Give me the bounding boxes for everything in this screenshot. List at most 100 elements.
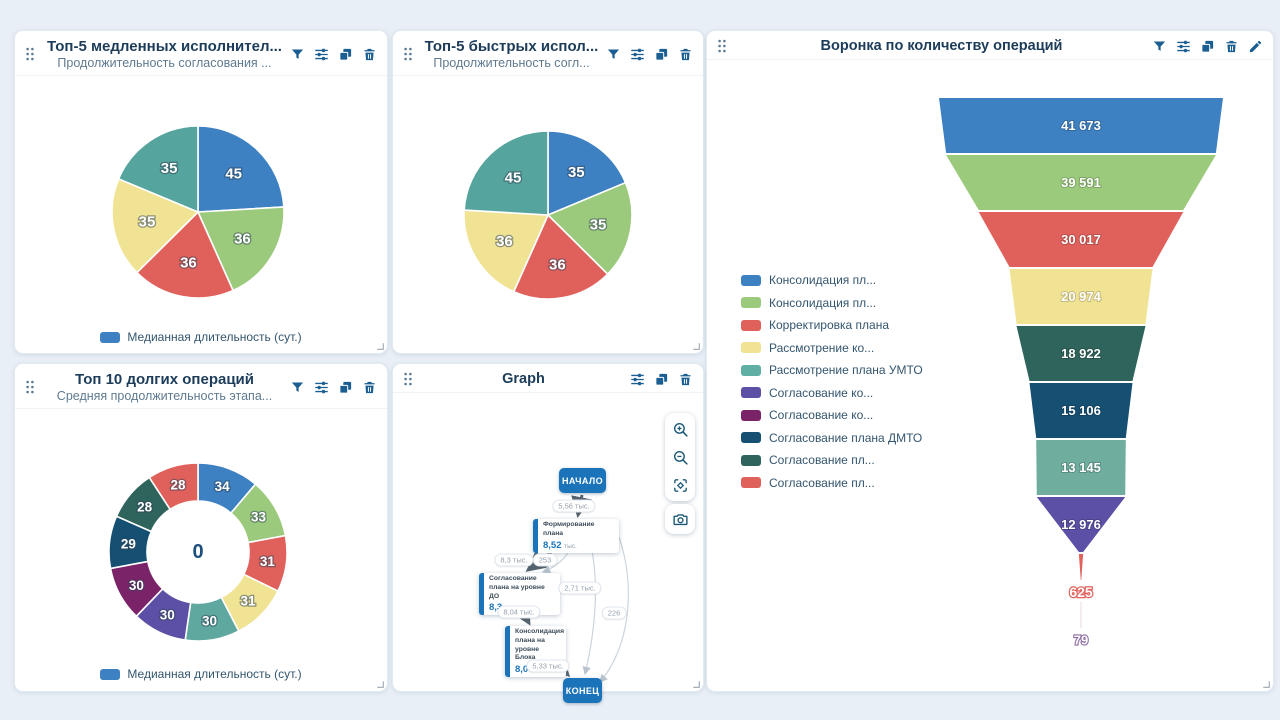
- widget-title: Воронка по количеству операций: [820, 38, 1063, 54]
- chart-value-label: 30 017: [1061, 232, 1101, 247]
- graph-canvas[interactable]: НАЧАЛО КОНЕЦ Формирование плана 8,52 тыс.…: [393, 402, 701, 703]
- legend-item[interactable]: Согласование ко...: [741, 386, 923, 400]
- funnel-segment[interactable]: [946, 155, 1216, 210]
- legend-item[interactable]: Рассмотрение плана УМТО: [741, 363, 923, 377]
- pie-slice[interactable]: [148, 462, 199, 511]
- funnel-segment[interactable]: [1036, 497, 1126, 552]
- chart-legend[interactable]: Медианная длительность (сут.): [15, 330, 387, 344]
- settings-sliders-icon[interactable]: [314, 380, 329, 395]
- funnel-segment[interactable]: [1029, 383, 1133, 438]
- legend-item[interactable]: Рассмотрение ко...: [741, 341, 923, 355]
- funnel-segment[interactable]: [1078, 554, 1084, 580]
- filter-icon[interactable]: [606, 47, 621, 62]
- edge-label-pill: 8,3 тыс.: [494, 553, 534, 567]
- legend-swatch: [741, 387, 761, 398]
- resize-handle-icon[interactable]: [691, 341, 700, 350]
- settings-sliders-icon[interactable]: [630, 372, 645, 387]
- graph-start-node[interactable]: НАЧАЛО: [559, 468, 606, 493]
- pie-slice[interactable]: [197, 125, 285, 213]
- duplicate-icon[interactable]: [1200, 39, 1215, 54]
- drag-handle-icon[interactable]: [717, 39, 727, 53]
- delete-icon[interactable]: [362, 380, 377, 395]
- fit-view-button[interactable]: [667, 471, 693, 499]
- duplicate-icon[interactable]: [338, 380, 353, 395]
- pie-slice[interactable]: [111, 177, 200, 274]
- duplicate-icon[interactable]: [654, 372, 669, 387]
- resize-handle-icon[interactable]: [1261, 679, 1270, 688]
- pie-slice[interactable]: [546, 181, 633, 276]
- widget-toolbar: [630, 372, 693, 387]
- settings-sliders-icon[interactable]: [314, 47, 329, 62]
- chart-legend[interactable]: Медианная длительность (сут.): [15, 667, 387, 681]
- widget-title: Топ 10 долгих операций: [74, 371, 254, 388]
- delete-icon[interactable]: [678, 47, 693, 62]
- pie-slice[interactable]: [196, 206, 285, 292]
- screenshot-camera-button[interactable]: [665, 504, 695, 534]
- filter-icon[interactable]: [290, 47, 305, 62]
- node-accent-bar: [505, 626, 510, 678]
- legend-item[interactable]: Корректировка плана: [741, 318, 923, 332]
- chart-value-label: 36: [496, 233, 513, 250]
- chart-value-label: 30: [160, 607, 175, 622]
- legend-item[interactable]: Консолидация пл...: [741, 273, 923, 287]
- pie-slice[interactable]: [463, 209, 550, 293]
- pie-chart-slow: 45 36 36 35 35: [111, 125, 285, 299]
- chart-value-label: 36: [234, 231, 251, 248]
- legend-item[interactable]: Согласование пл...: [741, 453, 923, 467]
- filter-icon[interactable]: [1152, 39, 1167, 54]
- zoom-out-button[interactable]: [667, 443, 693, 471]
- chart-value-label: 45: [505, 169, 522, 186]
- settings-sliders-icon[interactable]: [1176, 39, 1191, 54]
- legend-swatch: [741, 297, 761, 308]
- funnel-legend: Консолидация пл... Консолидация пл... Корр…: [741, 273, 923, 490]
- edge-label-pill: 5,33 тыс.: [526, 659, 570, 673]
- legend-swatch: [741, 274, 761, 286]
- widget-title: Graph: [502, 371, 545, 387]
- funnel-segment[interactable]: [939, 98, 1223, 153]
- legend-label: Консолидация пл...: [769, 295, 877, 310]
- legend-label: Консолидация пл...: [769, 273, 877, 287]
- legend-item[interactable]: Согласование пл...: [741, 476, 923, 490]
- donut-chart-long-operations: 34 33 31 31 30 30 30 29 28 28 0: [108, 462, 288, 642]
- funnel-segment[interactable]: [978, 212, 1184, 267]
- drag-handle-icon[interactable]: [403, 47, 413, 61]
- chart-value-label: 0: [192, 541, 203, 563]
- chart-value-label: 33: [251, 509, 267, 524]
- delete-icon[interactable]: [362, 47, 377, 62]
- legend-swatch: [741, 342, 761, 353]
- widget-subtitle: Средняя продолжительность этапа...: [56, 389, 273, 403]
- resize-handle-icon[interactable]: [375, 679, 384, 688]
- pie-slice[interactable]: [117, 125, 199, 214]
- legend-item[interactable]: Согласование ко...: [741, 408, 923, 422]
- legend-label: Корректировка плана: [769, 318, 889, 332]
- duplicate-icon[interactable]: [338, 47, 353, 62]
- chart-value-label: 36: [180, 255, 197, 272]
- edge-label-pill: 5,56 тыс.: [552, 499, 596, 513]
- legend-item[interactable]: Согласование плана ДМТО: [741, 431, 923, 445]
- settings-sliders-icon[interactable]: [630, 47, 645, 62]
- funnel-chart: 41 673 39 591 30 017 20 974 18 922 15 106 13 1…: [939, 98, 1223, 649]
- pie-slice[interactable]: [135, 210, 235, 299]
- funnel-segment[interactable]: [1009, 269, 1153, 324]
- pie-slice[interactable]: [547, 130, 627, 217]
- pie-slice[interactable]: [512, 213, 609, 300]
- resize-handle-icon[interactable]: [375, 341, 384, 350]
- drag-handle-icon[interactable]: [25, 380, 35, 394]
- drag-handle-icon[interactable]: [25, 47, 35, 61]
- duplicate-icon[interactable]: [654, 47, 669, 62]
- graph-end-node[interactable]: КОНЕЦ: [563, 678, 602, 703]
- filter-icon[interactable]: [290, 380, 305, 395]
- chart-value-label: 79: [1074, 633, 1088, 648]
- edit-pencil-icon[interactable]: [1248, 39, 1263, 54]
- drag-handle-icon[interactable]: [403, 372, 413, 386]
- delete-icon[interactable]: [678, 372, 693, 387]
- delete-icon[interactable]: [1224, 39, 1239, 54]
- funnel-segment[interactable]: [1036, 440, 1126, 495]
- resize-handle-icon[interactable]: [691, 679, 700, 688]
- pie-slice[interactable]: [463, 130, 549, 216]
- funnel-segment[interactable]: [1016, 326, 1146, 381]
- zoom-in-button[interactable]: [667, 415, 693, 443]
- legend-label: Согласование ко...: [769, 408, 874, 422]
- legend-item[interactable]: Консолидация пл...: [741, 296, 923, 310]
- graph-step-node[interactable]: Формирование плана 8,52 тыс.: [533, 519, 619, 553]
